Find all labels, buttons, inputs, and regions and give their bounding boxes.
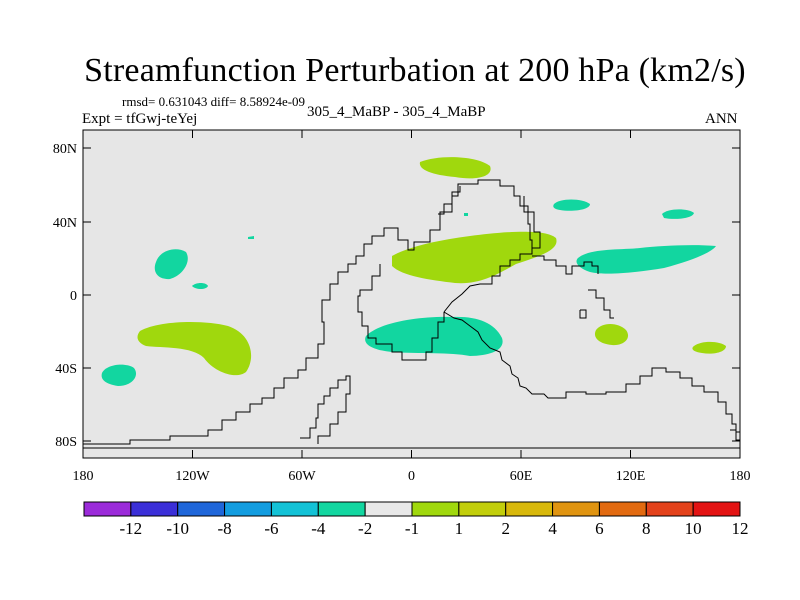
- colorbar-label: 12: [732, 519, 749, 538]
- colorbar-label: 6: [595, 519, 604, 538]
- coastline-islands: [579, 309, 587, 319]
- negative-region: [576, 245, 716, 274]
- run-label: 305_4_MaBP - 305_4_MaBP: [307, 104, 486, 120]
- negative-region: [662, 209, 694, 219]
- lon-tick-label: 60E: [510, 469, 533, 484]
- lon-tick-label: 120E: [616, 469, 646, 484]
- colorbar-label: 4: [548, 519, 557, 538]
- coastline-southam: [300, 375, 351, 444]
- colorbar-swatch: [598, 501, 647, 517]
- colorbar-swatch: [270, 501, 319, 517]
- colorbar-label: -8: [217, 519, 231, 538]
- negative-region: [464, 213, 468, 216]
- colorbar-label: 2: [501, 519, 510, 538]
- negative-region: [365, 316, 503, 356]
- lon-tick-label: 0: [408, 469, 415, 484]
- positive-region: [692, 341, 726, 354]
- positive-region: [392, 231, 557, 284]
- colorbar-swatch: [552, 501, 600, 517]
- colorbar-swatch: [224, 501, 272, 517]
- coastline-americas: [82, 179, 533, 445]
- period-label: ANN: [705, 111, 738, 127]
- coastlines: [82, 179, 741, 449]
- colorbar-swatch: [692, 501, 741, 517]
- lon-tick-label: 120W: [175, 469, 210, 484]
- expt-label: Expt = tfGwj-teYej: [82, 111, 198, 127]
- negative-region: [154, 249, 188, 280]
- coastline-asia-east: [532, 255, 599, 275]
- page-title: Streamfunction Perturbation at 200 hPa (…: [84, 52, 746, 89]
- coastline-greenland: [438, 186, 461, 215]
- colorbar-swatch: [83, 501, 132, 517]
- lon-tick-label: 60W: [288, 469, 316, 484]
- colorbar-label: -10: [166, 519, 189, 538]
- negative-region: [553, 199, 590, 211]
- lat-tick-label: 40S: [55, 362, 77, 377]
- colorbar-swatch: [364, 501, 413, 517]
- positive-region: [594, 324, 629, 346]
- lat-tick-label: 40N: [53, 216, 77, 231]
- coastline-eurasia: [443, 196, 541, 313]
- colorbar-swatch: [645, 501, 694, 517]
- lat-tick-label: 80N: [53, 142, 77, 157]
- colorbar-label: 10: [685, 519, 702, 538]
- lat-tick-label: 0: [70, 289, 77, 304]
- colorbar-label: 1: [455, 519, 464, 538]
- negative-region: [248, 236, 254, 239]
- positive-region: [137, 321, 252, 376]
- colorbar-label: -6: [264, 519, 278, 538]
- lat-tick-label: 80S: [55, 435, 77, 450]
- colorbar-label: -1: [405, 519, 419, 538]
- colorbar-swatch: [177, 501, 226, 517]
- colorbar-swatch: [505, 501, 554, 517]
- longitude-axis: 180 120W 60W 0 60E 120E 180: [73, 130, 751, 484]
- lon-tick-label: 180: [73, 469, 94, 484]
- colorbar-swatch: [317, 501, 366, 517]
- colorbar-swatch: [130, 501, 179, 517]
- latitude-axis: 80N 40N 0 40S 80S: [53, 142, 740, 450]
- colorbar-label: 8: [642, 519, 651, 538]
- colorbar-label: -4: [311, 519, 326, 538]
- colorbar-label: -2: [358, 519, 372, 538]
- colorbar: -12 -10 -8 -6 -4 -2 -1 1 2 4 6 8 10 12: [83, 501, 749, 538]
- negative-region: [192, 283, 208, 289]
- stats-line: rmsd= 0.631043 diff= 8.58924e-09: [122, 94, 306, 109]
- colorbar-swatch: [458, 501, 507, 517]
- colorbar-swatch: [411, 501, 460, 517]
- positive-region: [419, 157, 491, 179]
- coastline-africa-south: [443, 311, 741, 441]
- colorbar-label: -12: [120, 519, 143, 538]
- lon-tick-label: 180: [730, 469, 751, 484]
- coastline-europe-africa: [357, 264, 445, 361]
- negative-region: [101, 364, 137, 386]
- coastline-indonesia: [588, 289, 614, 319]
- map-background: [83, 130, 740, 458]
- contour-regions: [101, 157, 726, 386]
